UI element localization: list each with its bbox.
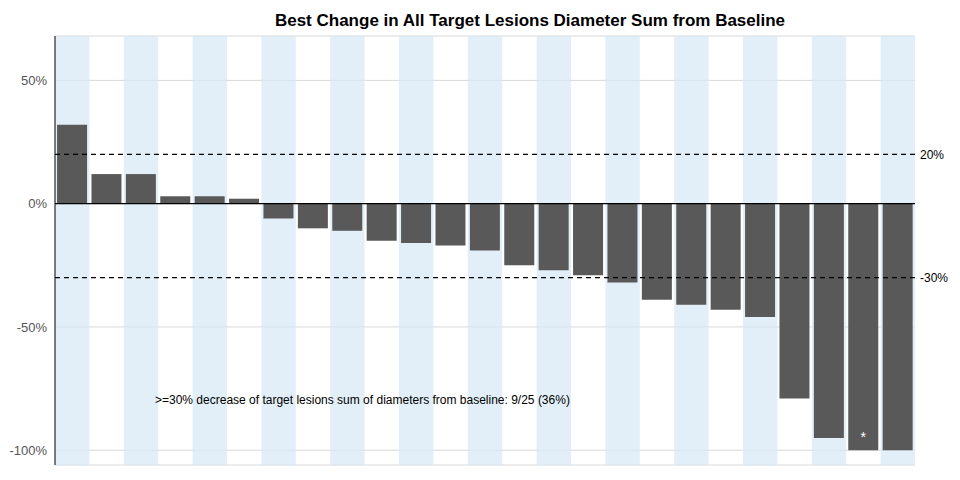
html-text:>=30% decrease of target lesio: >=30% decrease of target lesions sum of …	[155, 393, 570, 407]
svg-text:-30%: -30%	[920, 271, 948, 285]
svg-text:0%: 0%	[28, 196, 47, 211]
svg-text:20%: 20%	[920, 148, 944, 162]
svg-text:*: *	[861, 429, 867, 445]
svg-text:50%: 50%	[21, 73, 47, 88]
html-text:Best Change in All Target Lesi: Best Change in All Target Lesions Diamet…	[274, 11, 786, 30]
svg-text:-50%: -50%	[17, 320, 48, 335]
svg-text:-100%: -100%	[9, 443, 47, 458]
